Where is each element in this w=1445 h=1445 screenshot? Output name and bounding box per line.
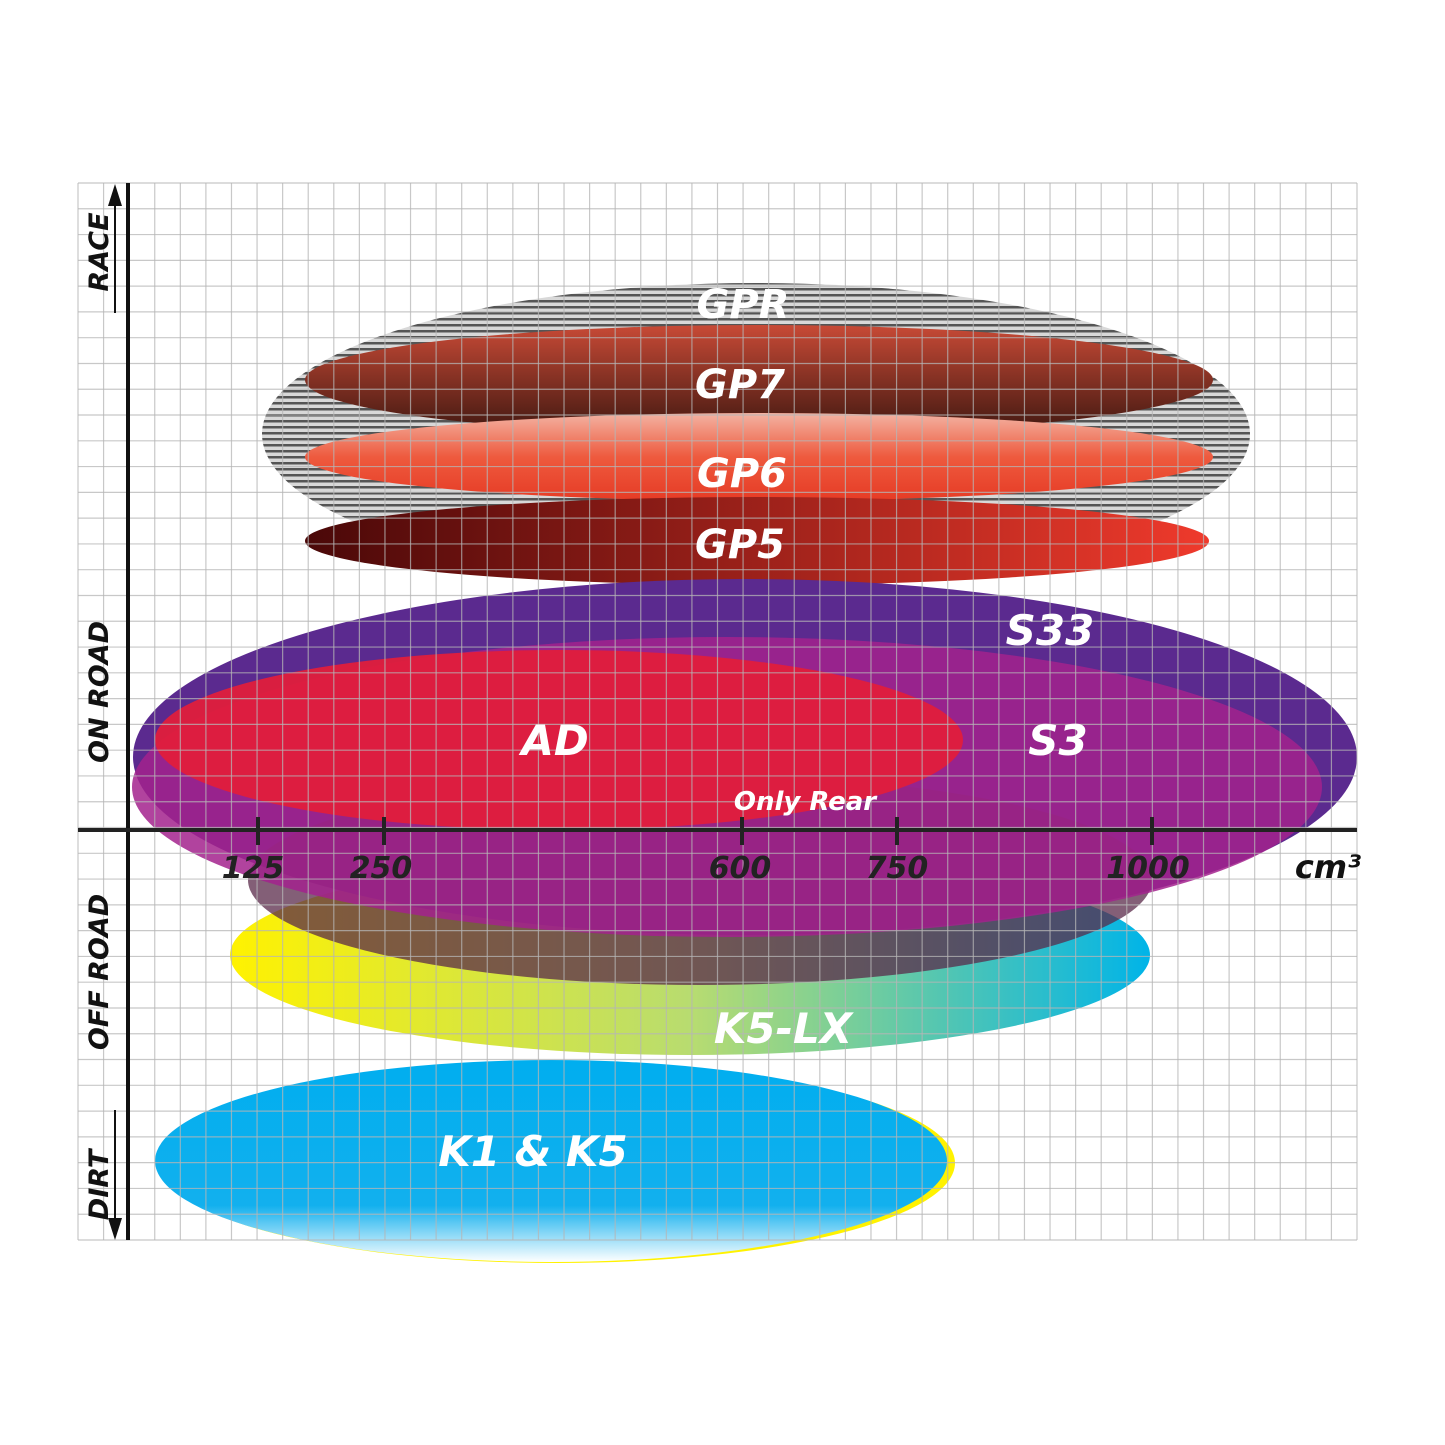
y-label-on-road: ON ROAD	[84, 621, 115, 763]
series-label-s33: S33	[1006, 606, 1095, 655]
x-tick-label-125: 125	[222, 851, 285, 886]
series-label-ad: AD	[518, 716, 588, 765]
series-label-k5-lx: K5-LX	[714, 1004, 855, 1053]
arrow-up-icon	[108, 184, 122, 206]
y-label-off-road: OFF ROAD	[84, 894, 115, 1050]
x-tick-label-600: 600	[709, 851, 772, 886]
ellipse-gp6	[305, 413, 1213, 501]
series-label-gp5: GP5	[695, 522, 785, 568]
series-label-only-rear: Only Rear	[734, 787, 878, 817]
series-label-k1-k5: K1 & K5	[438, 1127, 627, 1176]
ellipse-ad	[155, 650, 963, 830]
series-label-gp6: GP6	[697, 451, 787, 497]
y-label-race: RACE	[84, 212, 115, 292]
y-label-dirt: DIRT	[84, 1147, 115, 1220]
ellipse-gp7	[305, 325, 1213, 435]
x-axis-unit-label: cm³	[1295, 848, 1361, 886]
x-tick-label-1000: 1000	[1106, 851, 1190, 886]
x-tick-label-750: 750	[866, 851, 929, 886]
series-label-gp7: GP7	[695, 362, 785, 408]
arrow-down-icon	[108, 1218, 122, 1240]
x-tick-label-250: 250	[350, 851, 413, 886]
ellipse-gp5	[305, 497, 1209, 585]
series-label-s3: S3	[1028, 716, 1087, 765]
series-label-gpr: GPR	[697, 282, 790, 328]
